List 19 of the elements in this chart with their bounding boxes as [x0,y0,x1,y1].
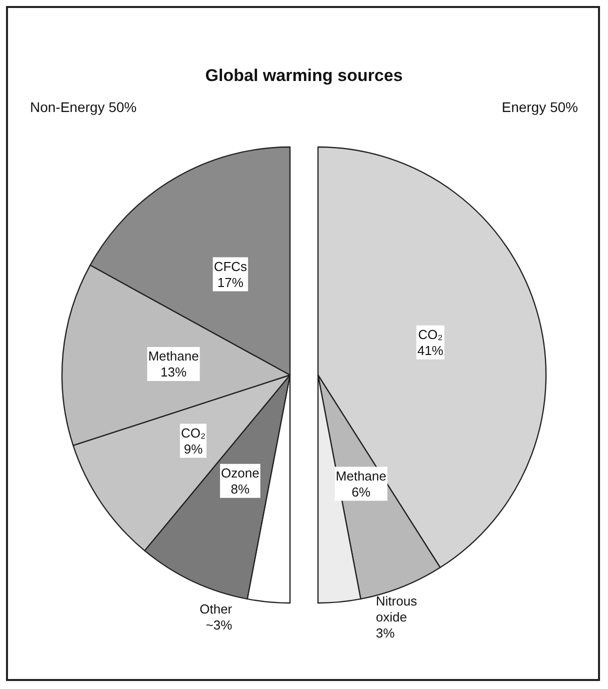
data-label: ~3% [206,617,233,632]
text: Non-Energy 50% [30,99,137,115]
slice-label: Other [200,601,233,616]
chart-title: Global warming sources [205,66,403,85]
slice-label: Methane [336,468,386,484]
data-label: 3% [376,625,396,640]
data-label: 41% [417,342,444,358]
slice-label: CO₂ [418,326,443,342]
slice-label: Ozone [221,465,260,480]
text: Energy 50% [502,99,578,115]
slice-label: CFCs [214,258,248,274]
slice-label: CO₂ [180,425,206,440]
data-label: 13% [160,364,187,380]
data-label: 6% [352,484,371,500]
data-label: 8% [230,481,250,496]
data-label: 17% [217,274,244,290]
slice-label: Nitrous oxide [376,593,421,624]
slice-label: Methane [148,348,199,364]
data-label: 9% [184,441,204,456]
